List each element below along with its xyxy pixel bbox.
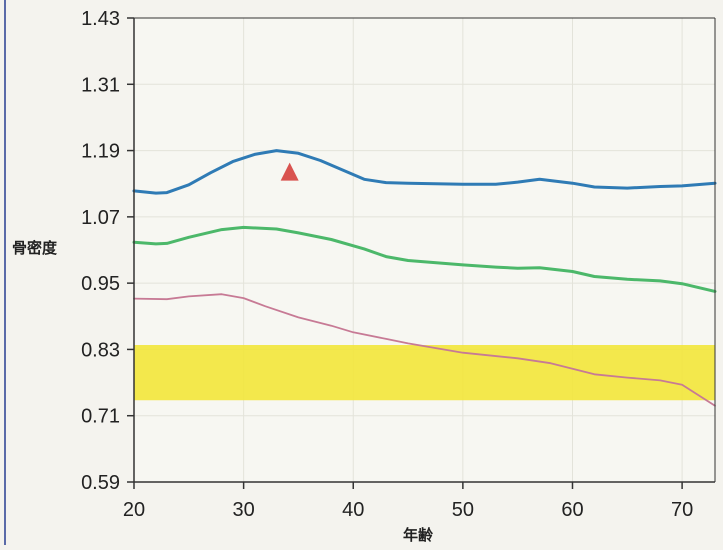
axes: 0.59 0.71 0.83 0.95 1.07 1.19 1.31 1.43 20 30 40 50… [81, 8, 716, 521]
plot-background [134, 18, 715, 482]
series-line-2 [133, 293, 716, 407]
reference-band [134, 345, 715, 401]
x-tick-label-5: 70 [671, 499, 693, 521]
plot-area [132, 17, 717, 483]
series-line-0 [132, 149, 717, 195]
y-tick-label-3: 0.95 [81, 273, 120, 295]
y-tick-label-1: 0.71 [81, 406, 120, 428]
x-tick-label-4: 60 [561, 499, 583, 521]
series-line-1 [132, 225, 717, 293]
y-tick-label-0: 0.59 [81, 472, 120, 494]
y-tick-label-5: 1.19 [81, 141, 120, 163]
y-tick-label-6: 1.31 [81, 74, 120, 96]
x-axis-label: 年齢 [403, 526, 434, 544]
y-tick-label-4: 1.07 [81, 207, 120, 229]
x-tick-label-0: 20 [123, 499, 145, 521]
y-axis-label: 骨密度 [12, 239, 58, 257]
triangle-marker [280, 162, 299, 181]
y-tick-label-7: 1.43 [81, 8, 120, 30]
y-tick-label-2: 0.83 [81, 339, 120, 361]
x-tick-label-3: 50 [452, 499, 474, 521]
x-tick-label-1: 30 [232, 499, 254, 521]
x-tick-label-2: 40 [342, 499, 364, 521]
